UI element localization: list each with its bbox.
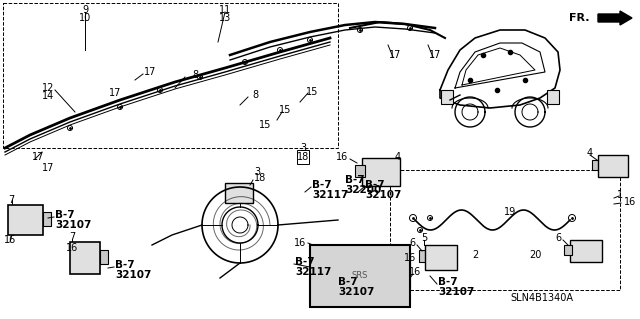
Text: 15: 15 xyxy=(259,120,271,130)
Bar xyxy=(441,90,453,104)
Text: 6: 6 xyxy=(410,238,416,248)
Text: 17: 17 xyxy=(42,163,54,173)
Text: 1: 1 xyxy=(617,190,623,200)
Text: 32107: 32107 xyxy=(438,287,474,297)
Text: 12: 12 xyxy=(42,83,54,93)
Text: 15: 15 xyxy=(279,105,291,115)
FancyArrow shape xyxy=(598,11,632,25)
Bar xyxy=(547,90,559,104)
Text: B-7: B-7 xyxy=(345,175,365,185)
Text: 3: 3 xyxy=(300,143,306,153)
Text: 14: 14 xyxy=(42,91,54,101)
Text: 16: 16 xyxy=(409,267,421,277)
Bar xyxy=(419,250,427,262)
Text: 8: 8 xyxy=(192,70,198,80)
Text: B-7: B-7 xyxy=(312,180,332,190)
Text: 9: 9 xyxy=(82,5,88,15)
Text: 32107: 32107 xyxy=(55,220,92,230)
Text: SLN4B1340A: SLN4B1340A xyxy=(510,293,573,303)
Text: 32117: 32117 xyxy=(312,190,348,200)
Bar xyxy=(100,250,108,264)
Text: 6: 6 xyxy=(556,233,562,243)
Text: B-7: B-7 xyxy=(115,260,134,270)
Text: 19: 19 xyxy=(504,207,516,217)
Text: B-7: B-7 xyxy=(365,180,385,190)
Text: 17: 17 xyxy=(389,50,401,60)
Text: 13: 13 xyxy=(219,13,231,23)
Bar xyxy=(564,245,572,255)
Bar xyxy=(70,242,100,274)
Text: 32107: 32107 xyxy=(365,190,401,200)
Text: 7: 7 xyxy=(8,195,14,205)
Bar xyxy=(43,212,51,226)
Text: 16: 16 xyxy=(66,243,78,253)
Text: FR.: FR. xyxy=(570,13,590,23)
Bar xyxy=(297,150,309,164)
Text: 16: 16 xyxy=(404,253,416,263)
Text: 4: 4 xyxy=(587,148,593,158)
Bar xyxy=(598,155,628,177)
Bar xyxy=(570,240,602,262)
Bar xyxy=(8,205,43,235)
Text: 32200: 32200 xyxy=(345,185,381,195)
Bar xyxy=(225,183,253,203)
Text: 4: 4 xyxy=(395,152,401,162)
Text: B-7: B-7 xyxy=(55,210,75,220)
Text: 17: 17 xyxy=(429,50,441,60)
Bar xyxy=(425,245,457,270)
Text: 3: 3 xyxy=(254,167,260,177)
Text: 16: 16 xyxy=(336,152,348,162)
Bar xyxy=(355,165,365,177)
Text: 16: 16 xyxy=(294,238,306,248)
Text: 7: 7 xyxy=(69,232,75,242)
Text: 2: 2 xyxy=(472,250,478,260)
Text: 18: 18 xyxy=(297,152,309,162)
Text: 20: 20 xyxy=(529,250,541,260)
Text: 17: 17 xyxy=(144,67,156,77)
Text: 16: 16 xyxy=(624,197,636,207)
Text: 32107: 32107 xyxy=(338,287,374,297)
Bar xyxy=(402,255,410,290)
Bar xyxy=(592,160,600,170)
Bar xyxy=(362,158,400,186)
Bar xyxy=(310,245,410,307)
Text: 15: 15 xyxy=(306,87,318,97)
Text: 5: 5 xyxy=(421,233,427,243)
Text: 10: 10 xyxy=(79,13,91,23)
Text: 17: 17 xyxy=(32,152,44,162)
Text: 8: 8 xyxy=(252,90,258,100)
Bar xyxy=(390,170,620,290)
Text: 32107: 32107 xyxy=(115,270,152,280)
Bar xyxy=(3,3,338,148)
Text: 11: 11 xyxy=(219,5,231,15)
Bar xyxy=(310,260,318,290)
Text: B-7: B-7 xyxy=(438,277,458,287)
Text: 18: 18 xyxy=(254,173,266,183)
Text: 17: 17 xyxy=(109,88,121,98)
Text: SRS: SRS xyxy=(352,271,368,280)
Text: 16: 16 xyxy=(4,235,16,245)
Text: B-7: B-7 xyxy=(338,277,358,287)
Text: B-7: B-7 xyxy=(295,257,315,267)
Text: 32117: 32117 xyxy=(295,267,332,277)
